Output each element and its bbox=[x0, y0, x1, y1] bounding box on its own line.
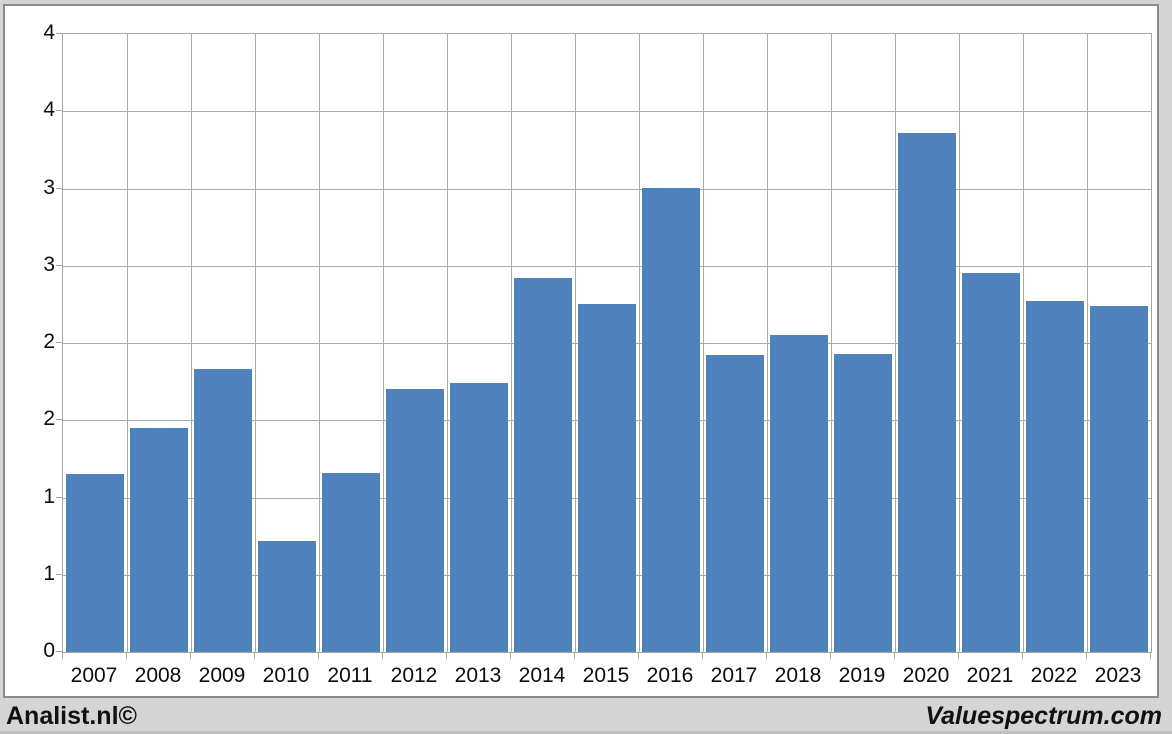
footer-bar: Analist.nl© Valuespectrum.com bbox=[0, 702, 1172, 734]
x-tick-mark bbox=[254, 652, 255, 659]
v-gridline bbox=[767, 34, 768, 652]
x-tick-mark bbox=[318, 652, 319, 659]
x-tick-mark bbox=[894, 652, 895, 659]
v-gridline bbox=[959, 34, 960, 652]
bar-2007 bbox=[66, 474, 124, 652]
bar-2014 bbox=[514, 278, 572, 652]
v-gridline bbox=[319, 34, 320, 652]
valuespectrum-brand: Valuespectrum.com bbox=[925, 702, 1162, 730]
x-tick-mark bbox=[830, 652, 831, 659]
bar-2022 bbox=[1026, 301, 1084, 652]
bar-2023 bbox=[1090, 306, 1148, 652]
y-tick-mark bbox=[56, 110, 63, 111]
x-tick-mark bbox=[382, 652, 383, 659]
y-tick-label: 3 bbox=[43, 176, 55, 199]
x-tick-label: 2011 bbox=[327, 664, 373, 687]
x-tick-label: 2012 bbox=[390, 664, 438, 687]
v-gridline bbox=[511, 34, 512, 652]
x-tick-mark bbox=[1086, 652, 1087, 659]
v-gridline bbox=[447, 34, 448, 652]
y-tick-label: 1 bbox=[43, 485, 55, 508]
y-tick-mark bbox=[56, 33, 63, 34]
bar-2016 bbox=[642, 188, 700, 652]
x-tick-mark bbox=[446, 652, 447, 659]
plot-area bbox=[62, 33, 1152, 653]
bar-2019 bbox=[834, 354, 892, 652]
x-tick-mark bbox=[1022, 652, 1023, 659]
bar-2020 bbox=[898, 133, 956, 652]
x-tick-mark bbox=[574, 652, 575, 659]
y-tick-mark bbox=[56, 574, 63, 575]
x-tick-mark bbox=[958, 652, 959, 659]
y-tick-label: 2 bbox=[43, 330, 55, 353]
x-tick-mark bbox=[1150, 652, 1151, 659]
bar-2009 bbox=[194, 369, 252, 652]
y-tick-mark bbox=[56, 497, 63, 498]
h-gridline bbox=[63, 111, 1151, 112]
v-gridline bbox=[703, 34, 704, 652]
analist-brand: Analist.nl© bbox=[6, 702, 137, 730]
y-tick-label: 2 bbox=[43, 407, 55, 430]
v-gridline bbox=[1087, 34, 1088, 652]
x-tick-mark bbox=[190, 652, 191, 659]
y-tick-mark bbox=[56, 188, 63, 189]
v-gridline bbox=[831, 34, 832, 652]
x-tick-label: 2016 bbox=[646, 664, 694, 687]
x-tick-label: 2023 bbox=[1094, 664, 1142, 687]
x-tick-label: 2017 bbox=[710, 664, 758, 687]
x-tick-mark bbox=[510, 652, 511, 659]
y-tick-mark bbox=[56, 342, 63, 343]
x-tick-label: 2021 bbox=[966, 664, 1014, 687]
y-tick-label: 4 bbox=[43, 21, 55, 44]
bar-2021 bbox=[962, 273, 1020, 652]
x-tick-mark bbox=[766, 652, 767, 659]
bar-2015 bbox=[578, 304, 636, 652]
x-tick-mark bbox=[62, 652, 63, 659]
x-tick-label: 2007 bbox=[70, 664, 118, 687]
v-gridline bbox=[127, 34, 128, 652]
chart-frame: 4 4 3 3 2 2 1 1 0 2007 2008 2009 2010 2011 2012 2013 20… bbox=[3, 4, 1159, 698]
y-tick-mark bbox=[56, 419, 63, 420]
bar-2008 bbox=[130, 428, 188, 652]
x-tick-label: 2019 bbox=[838, 664, 886, 687]
x-tick-label: 2015 bbox=[582, 664, 630, 687]
bar-2018 bbox=[770, 335, 828, 652]
bar-2011 bbox=[322, 473, 380, 652]
v-gridline bbox=[575, 34, 576, 652]
x-tick-mark bbox=[638, 652, 639, 659]
y-tick-label: 1 bbox=[43, 562, 55, 585]
x-tick-mark bbox=[126, 652, 127, 659]
y-tick-label: 0 bbox=[43, 639, 55, 662]
bar-2013 bbox=[450, 383, 508, 652]
h-gridline bbox=[63, 266, 1151, 267]
x-tick-label: 2010 bbox=[262, 664, 310, 687]
x-tick-label: 2022 bbox=[1030, 664, 1078, 687]
y-tick-label: 3 bbox=[43, 253, 55, 276]
y-tick-mark bbox=[56, 265, 63, 266]
x-tick-mark bbox=[702, 652, 703, 659]
x-tick-label: 2018 bbox=[774, 664, 822, 687]
y-tick-mark bbox=[56, 651, 63, 652]
x-tick-label: 2013 bbox=[454, 664, 502, 687]
v-gridline bbox=[639, 34, 640, 652]
v-gridline bbox=[895, 34, 896, 652]
bar-2012 bbox=[386, 389, 444, 652]
v-gridline bbox=[255, 34, 256, 652]
x-tick-label: 2020 bbox=[902, 664, 950, 687]
h-gridline bbox=[63, 189, 1151, 190]
v-gridline bbox=[191, 34, 192, 652]
y-tick-label: 4 bbox=[43, 98, 55, 121]
bar-2017 bbox=[706, 355, 764, 652]
v-gridline bbox=[383, 34, 384, 652]
v-gridline bbox=[1023, 34, 1024, 652]
x-tick-label: 2009 bbox=[198, 664, 246, 687]
bar-2010 bbox=[258, 541, 316, 652]
x-tick-label: 2014 bbox=[518, 664, 566, 687]
x-tick-label: 2008 bbox=[134, 664, 182, 687]
